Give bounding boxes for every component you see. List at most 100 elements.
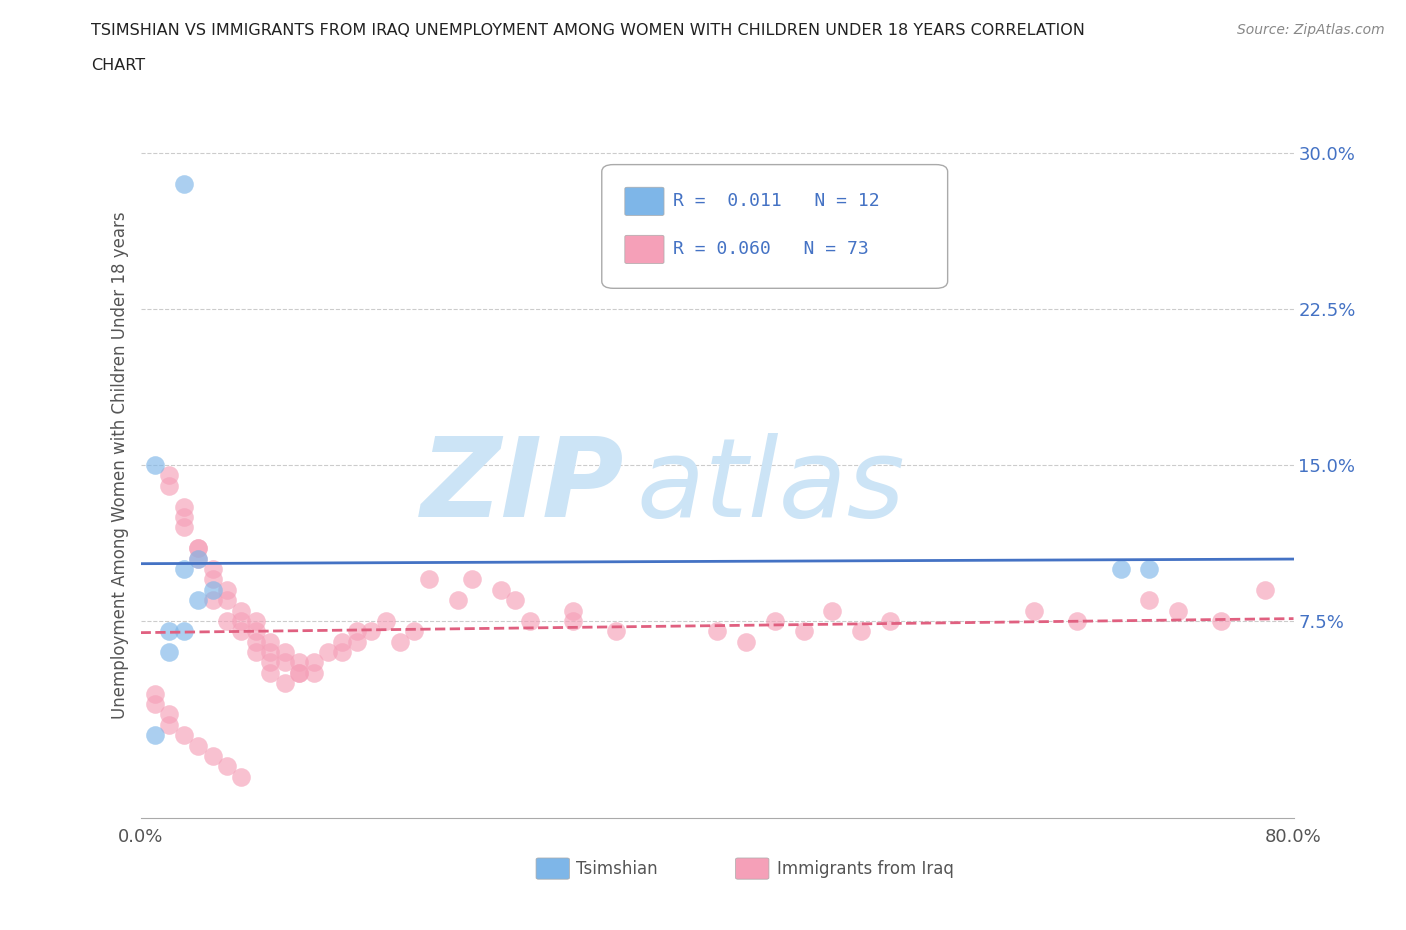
Point bbox=[489, 582, 512, 597]
Point bbox=[173, 499, 195, 514]
FancyBboxPatch shape bbox=[624, 235, 664, 263]
Point bbox=[231, 769, 253, 784]
Point bbox=[259, 666, 281, 681]
Point bbox=[763, 614, 786, 629]
Text: R =  0.011   N = 12: R = 0.011 N = 12 bbox=[673, 193, 880, 210]
Point bbox=[259, 644, 281, 659]
Point bbox=[849, 624, 872, 639]
Point bbox=[374, 614, 396, 629]
Text: ZIP: ZIP bbox=[422, 432, 624, 539]
Point bbox=[1024, 603, 1046, 618]
Point bbox=[217, 592, 239, 607]
Point bbox=[217, 759, 239, 774]
Point bbox=[562, 603, 585, 618]
Point bbox=[821, 603, 844, 618]
Text: Immigrants from Iraq: Immigrants from Iraq bbox=[778, 859, 953, 878]
Point bbox=[201, 572, 224, 587]
Point bbox=[217, 582, 239, 597]
Text: Tsimshian: Tsimshian bbox=[576, 859, 658, 878]
Point bbox=[447, 592, 470, 607]
Point bbox=[302, 666, 325, 681]
Point bbox=[418, 572, 440, 587]
Text: R = 0.060   N = 73: R = 0.060 N = 73 bbox=[673, 241, 869, 259]
Text: Source: ZipAtlas.com: Source: ZipAtlas.com bbox=[1237, 23, 1385, 37]
Point bbox=[187, 551, 209, 566]
Point bbox=[879, 614, 901, 629]
Point bbox=[259, 634, 281, 649]
Point bbox=[519, 614, 541, 629]
Point bbox=[288, 666, 311, 681]
Point bbox=[201, 592, 224, 607]
Point bbox=[217, 614, 239, 629]
Point bbox=[316, 644, 339, 659]
Point bbox=[173, 177, 195, 192]
Point bbox=[159, 644, 180, 659]
Point bbox=[201, 749, 224, 764]
Point bbox=[1139, 592, 1161, 607]
FancyBboxPatch shape bbox=[624, 187, 664, 216]
Text: atlas: atlas bbox=[637, 432, 905, 539]
Point bbox=[605, 624, 627, 639]
Point bbox=[332, 634, 354, 649]
Point bbox=[302, 655, 325, 670]
Point bbox=[706, 624, 728, 639]
Point bbox=[332, 644, 354, 659]
FancyBboxPatch shape bbox=[735, 858, 769, 879]
Point bbox=[274, 676, 297, 691]
Point bbox=[159, 624, 180, 639]
Point bbox=[1139, 562, 1161, 577]
Point bbox=[245, 634, 267, 649]
Point bbox=[201, 562, 224, 577]
Point bbox=[187, 551, 209, 566]
Point bbox=[143, 686, 166, 701]
Point bbox=[1211, 614, 1233, 629]
Point bbox=[245, 624, 267, 639]
Point bbox=[159, 707, 180, 722]
Point bbox=[173, 562, 195, 577]
Point bbox=[1254, 582, 1277, 597]
Point bbox=[360, 624, 382, 639]
Point bbox=[143, 697, 166, 711]
Point bbox=[173, 520, 195, 535]
Point bbox=[259, 655, 281, 670]
Point bbox=[159, 468, 180, 483]
Point bbox=[143, 458, 166, 472]
Point bbox=[173, 624, 195, 639]
Point bbox=[1167, 603, 1189, 618]
Point bbox=[735, 634, 758, 649]
Point bbox=[503, 592, 526, 607]
Text: CHART: CHART bbox=[91, 58, 145, 73]
Point bbox=[231, 603, 253, 618]
Y-axis label: Unemployment Among Women with Children Under 18 years: Unemployment Among Women with Children U… bbox=[111, 211, 129, 719]
Point bbox=[1109, 562, 1132, 577]
Point bbox=[173, 728, 195, 743]
FancyBboxPatch shape bbox=[536, 858, 569, 879]
Point bbox=[793, 624, 815, 639]
Point bbox=[201, 582, 224, 597]
Point bbox=[274, 644, 297, 659]
Point bbox=[346, 624, 368, 639]
Point bbox=[461, 572, 484, 587]
Point bbox=[1066, 614, 1088, 629]
Point bbox=[404, 624, 426, 639]
Point bbox=[187, 540, 209, 555]
Point bbox=[288, 666, 311, 681]
Point bbox=[173, 510, 195, 525]
Point bbox=[187, 738, 209, 753]
Point bbox=[231, 624, 253, 639]
Point bbox=[346, 634, 368, 649]
Point bbox=[143, 728, 166, 743]
Point bbox=[187, 592, 209, 607]
Point bbox=[388, 634, 411, 649]
Point bbox=[187, 540, 209, 555]
Text: TSIMSHIAN VS IMMIGRANTS FROM IRAQ UNEMPLOYMENT AMONG WOMEN WITH CHILDREN UNDER 1: TSIMSHIAN VS IMMIGRANTS FROM IRAQ UNEMPL… bbox=[91, 23, 1085, 38]
FancyBboxPatch shape bbox=[602, 165, 948, 288]
Point bbox=[288, 655, 311, 670]
Point bbox=[274, 655, 297, 670]
Point bbox=[562, 614, 585, 629]
Point bbox=[159, 717, 180, 732]
Point bbox=[231, 614, 253, 629]
Point bbox=[245, 614, 267, 629]
Point bbox=[159, 478, 180, 493]
Point bbox=[245, 644, 267, 659]
